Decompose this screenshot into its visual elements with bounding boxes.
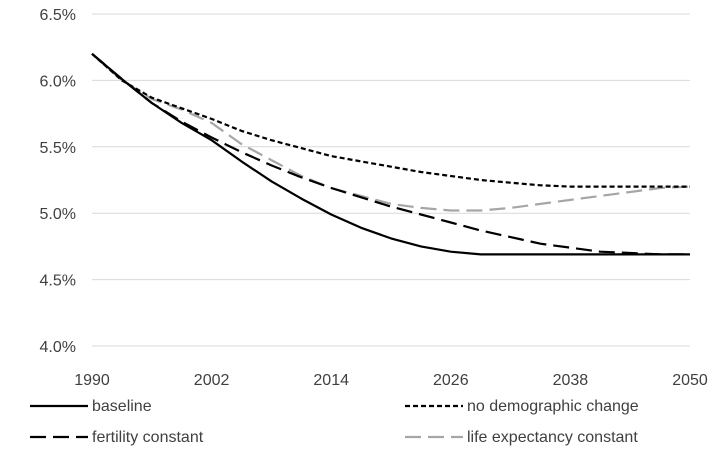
series-line-fertility-constant [91,52,690,256]
legend-item: life expectancy constant [405,429,638,446]
legend-label: fertility constant [92,429,204,446]
legend-label: baseline [92,398,152,415]
x-tick-label: 2038 [553,372,589,389]
legend-label: no demographic change [467,398,639,415]
x-tick-label: 2050 [672,372,708,389]
legend-label: life expectancy constant [467,429,638,446]
legend-item: no demographic change [405,398,639,415]
y-tick-label: 5.5% [40,140,76,157]
x-tick-label: 2014 [313,372,349,389]
series-line-no-demographic-change [91,52,690,188]
y-tick-label: 6.5% [40,7,76,24]
series-lines [91,52,691,256]
y-tick-label: 4.0% [40,339,76,356]
x-tick-label: 1990 [74,372,110,389]
legend-item: fertility constant [30,429,204,446]
legend: baseline no demographic change fertility c… [30,398,639,446]
series-line-baseline [91,52,690,256]
y-axis-tick-labels: 4.0% 4.5% 5.0% 5.5% 6.0% 6.5% [40,7,76,356]
x-axis-tick-labels: 1990 2002 2014 2026 2038 2050 [74,372,708,389]
x-tick-label: 2002 [194,372,230,389]
y-tick-label: 4.5% [40,273,76,290]
x-tick-label: 2026 [433,372,469,389]
y-tick-label: 6.0% [40,73,76,90]
legend-item: baseline [30,398,152,415]
gridlines [92,13,690,347]
series-line-life-expectancy-constant [91,52,691,212]
y-tick-label: 5.0% [40,206,76,223]
